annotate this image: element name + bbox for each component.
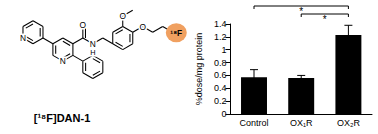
svg-text:0.8: 0.8: [214, 58, 227, 68]
svg-text:[¹⁸F]DAN-1: [¹⁸F]DAN-1: [34, 112, 91, 124]
svg-text:OX₁R: OX₁R: [290, 118, 313, 128]
svg-text:Control: Control: [240, 118, 269, 128]
svg-text:*: *: [323, 14, 327, 25]
svg-text:O: O: [80, 20, 87, 30]
svg-text:0.4: 0.4: [214, 83, 227, 93]
svg-text:OX₂R: OX₂R: [337, 118, 360, 128]
svg-text:H: H: [90, 48, 95, 57]
svg-text:¹⁸F: ¹⁸F: [170, 28, 182, 38]
svg-text:%dose/mg protein: %dose/mg protein: [194, 33, 204, 106]
svg-text:0: 0: [221, 109, 226, 119]
svg-text:O: O: [139, 22, 146, 32]
svg-text:1: 1: [221, 45, 226, 55]
svg-text:N: N: [60, 56, 66, 66]
svg-text:0.2: 0.2: [214, 96, 227, 106]
svg-text:N: N: [20, 33, 26, 43]
svg-text:O: O: [119, 11, 126, 21]
svg-text:1.4: 1.4: [214, 19, 227, 29]
svg-text:N: N: [89, 38, 96, 49]
svg-text:1.2: 1.2: [214, 32, 227, 42]
svg-text:0.6: 0.6: [214, 70, 227, 80]
